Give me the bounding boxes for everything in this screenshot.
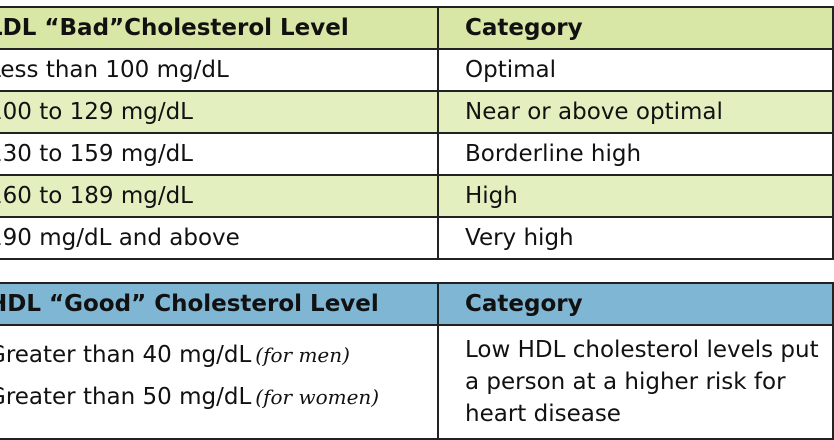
ldl-category-cell: Optimal	[437, 48, 834, 92]
ldl-level-cell: 100 to 129 mg/dL	[0, 90, 439, 134]
table-row: 160 to 189 mg/dL High	[0, 174, 834, 218]
table-row: 130 to 159 mg/dL Borderline high	[0, 132, 834, 176]
ldl-header-row: LDL “Bad”Cholesterol Level Category	[0, 6, 834, 50]
hdl-women-note: (for women)	[255, 385, 380, 409]
ldl-level-cell: 160 to 189 mg/dL	[0, 174, 439, 218]
hdl-category-cell: Low HDL cholesterol levels put a person …	[437, 324, 834, 440]
hdl-level-cell: Greater than 40 mg/dL (for men) Greater t…	[0, 324, 439, 440]
hdl-men-line: Greater than 40 mg/dL (for men)	[0, 334, 436, 376]
hdl-category-header: Category	[437, 282, 834, 326]
table-row: Greater than 40 mg/dL (for men) Greater t…	[0, 324, 834, 440]
hdl-women-line: Greater than 50 mg/dL (for women)	[0, 376, 436, 418]
table-row: 100 to 129 mg/dL Near or above optimal	[0, 90, 834, 134]
hdl-level-header: HDL “Good” Cholesterol Level	[0, 282, 439, 326]
ldl-category-cell: High	[437, 174, 834, 218]
hdl-table: HDL “Good” Cholesterol Level Category Gr…	[0, 282, 834, 440]
ldl-level-cell: Less than 100 mg/dL	[0, 48, 439, 92]
hdl-men-note: (for men)	[255, 343, 350, 367]
table-row: Less than 100 mg/dL Optimal	[0, 48, 834, 92]
ldl-category-cell: Borderline high	[437, 132, 834, 176]
ldl-level-cell: 130 to 159 mg/dL	[0, 132, 439, 176]
ldl-table: LDL “Bad”Cholesterol Level Category Less…	[0, 6, 834, 260]
hdl-men-level: Greater than 40 mg/dL	[0, 342, 252, 368]
ldl-level-header: LDL “Bad”Cholesterol Level	[0, 6, 439, 50]
ldl-category-cell: Near or above optimal	[437, 90, 834, 134]
ldl-category-cell: Very high	[437, 216, 834, 260]
ldl-category-header: Category	[437, 6, 834, 50]
hdl-header-row: HDL “Good” Cholesterol Level Category	[0, 282, 834, 326]
table-row: 190 mg/dL and above Very high	[0, 216, 834, 260]
hdl-women-level: Greater than 50 mg/dL	[0, 384, 252, 410]
ldl-level-cell: 190 mg/dL and above	[0, 216, 439, 260]
